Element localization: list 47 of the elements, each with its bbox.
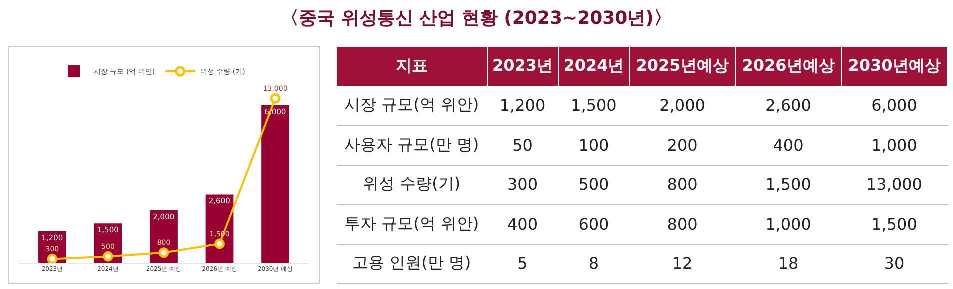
- point: [102, 251, 114, 262]
- data-label: 2,000: [153, 212, 175, 222]
- text: 사용자 규모(만 명): [336, 126, 488, 165]
- category-label: 2023년: [487, 46, 558, 86]
- text: 시장 규모(억 위안): [336, 86, 488, 126]
- data-label: 400: [487, 204, 558, 244]
- data-label: 5: [487, 244, 558, 284]
- data-label: 600: [558, 204, 630, 244]
- data-label: 1,000: [736, 204, 842, 244]
- data-label: 2,600: [208, 196, 231, 206]
- data-label: 800: [630, 165, 736, 204]
- data-label: 8: [558, 244, 630, 284]
- point: [270, 93, 281, 104]
- data-label: 1,500: [736, 165, 842, 204]
- data-label: 1,500: [558, 86, 630, 126]
- text: 투자 규모(억 위안): [336, 204, 488, 244]
- data-label: 1,200: [42, 233, 64, 242]
- data-label: 500: [558, 165, 630, 204]
- category-label: 2025년예상: [630, 46, 736, 86]
- point: [47, 254, 58, 264]
- category-label: 2030년예상: [842, 46, 948, 86]
- bar: [262, 106, 290, 263]
- data-label: 18: [736, 244, 842, 284]
- data-label: 400: [736, 126, 842, 165]
- text: 고용 인원(만 명): [336, 244, 488, 284]
- category-label: 2024년: [558, 46, 630, 86]
- data-label: 200: [630, 126, 736, 165]
- text: 지표: [336, 46, 488, 86]
- data-label: 100: [558, 126, 630, 165]
- data-label: 300: [487, 165, 558, 204]
- data-label: 13,000: [842, 165, 948, 204]
- point: [214, 238, 226, 250]
- data-label: 800: [630, 204, 736, 244]
- category-label: 2026년예상: [736, 46, 842, 86]
- text: 위성 수량(기): [336, 165, 488, 204]
- data-label: 1,000: [842, 126, 948, 165]
- point: [158, 248, 170, 258]
- data-label: 1,500: [97, 226, 120, 235]
- data-label: 30: [842, 244, 948, 284]
- data-label: 1,200: [487, 86, 558, 126]
- data-label: 6,000: [842, 86, 948, 126]
- data-label: 50: [487, 126, 558, 165]
- data-label: 1,500: [842, 204, 948, 244]
- text: 〈중국 위성통신 산업 현황 (2023~2030년)〉: [280, 7, 673, 30]
- data-label: 12: [630, 244, 736, 284]
- data-label: 2,600: [736, 86, 842, 126]
- data-label: 2,000: [630, 86, 736, 126]
